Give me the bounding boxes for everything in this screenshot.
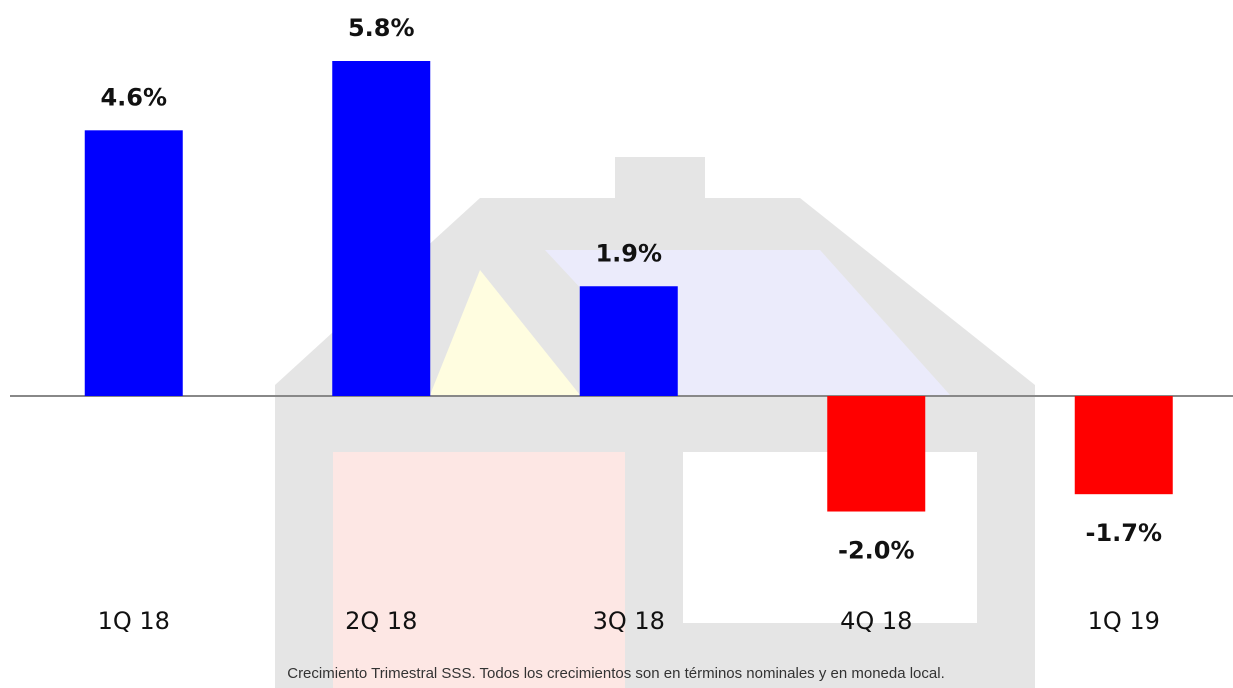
bar <box>1075 396 1173 494</box>
x-tick-label: 1Q 18 <box>98 607 170 635</box>
bar <box>85 130 183 396</box>
value-label: 4.6% <box>100 83 167 111</box>
house-window <box>333 452 625 688</box>
value-label: 1.9% <box>595 239 662 267</box>
bar <box>580 286 678 396</box>
x-tick-label: 2Q 18 <box>345 607 417 635</box>
bar <box>332 61 430 396</box>
chart: Crecimiento Trimestral SSS. Todos los cr… <box>0 0 1233 688</box>
x-tick-label: 4Q 18 <box>840 607 912 635</box>
x-tick-label: 1Q 19 <box>1088 607 1160 635</box>
caption: Crecimiento Trimestral SSS. Todos los cr… <box>287 665 945 682</box>
bar <box>827 396 925 512</box>
x-tick-label: 3Q 18 <box>593 607 665 635</box>
value-label: 5.8% <box>348 14 415 42</box>
value-label: -1.7% <box>1085 519 1162 547</box>
value-label: -2.0% <box>838 537 915 565</box>
